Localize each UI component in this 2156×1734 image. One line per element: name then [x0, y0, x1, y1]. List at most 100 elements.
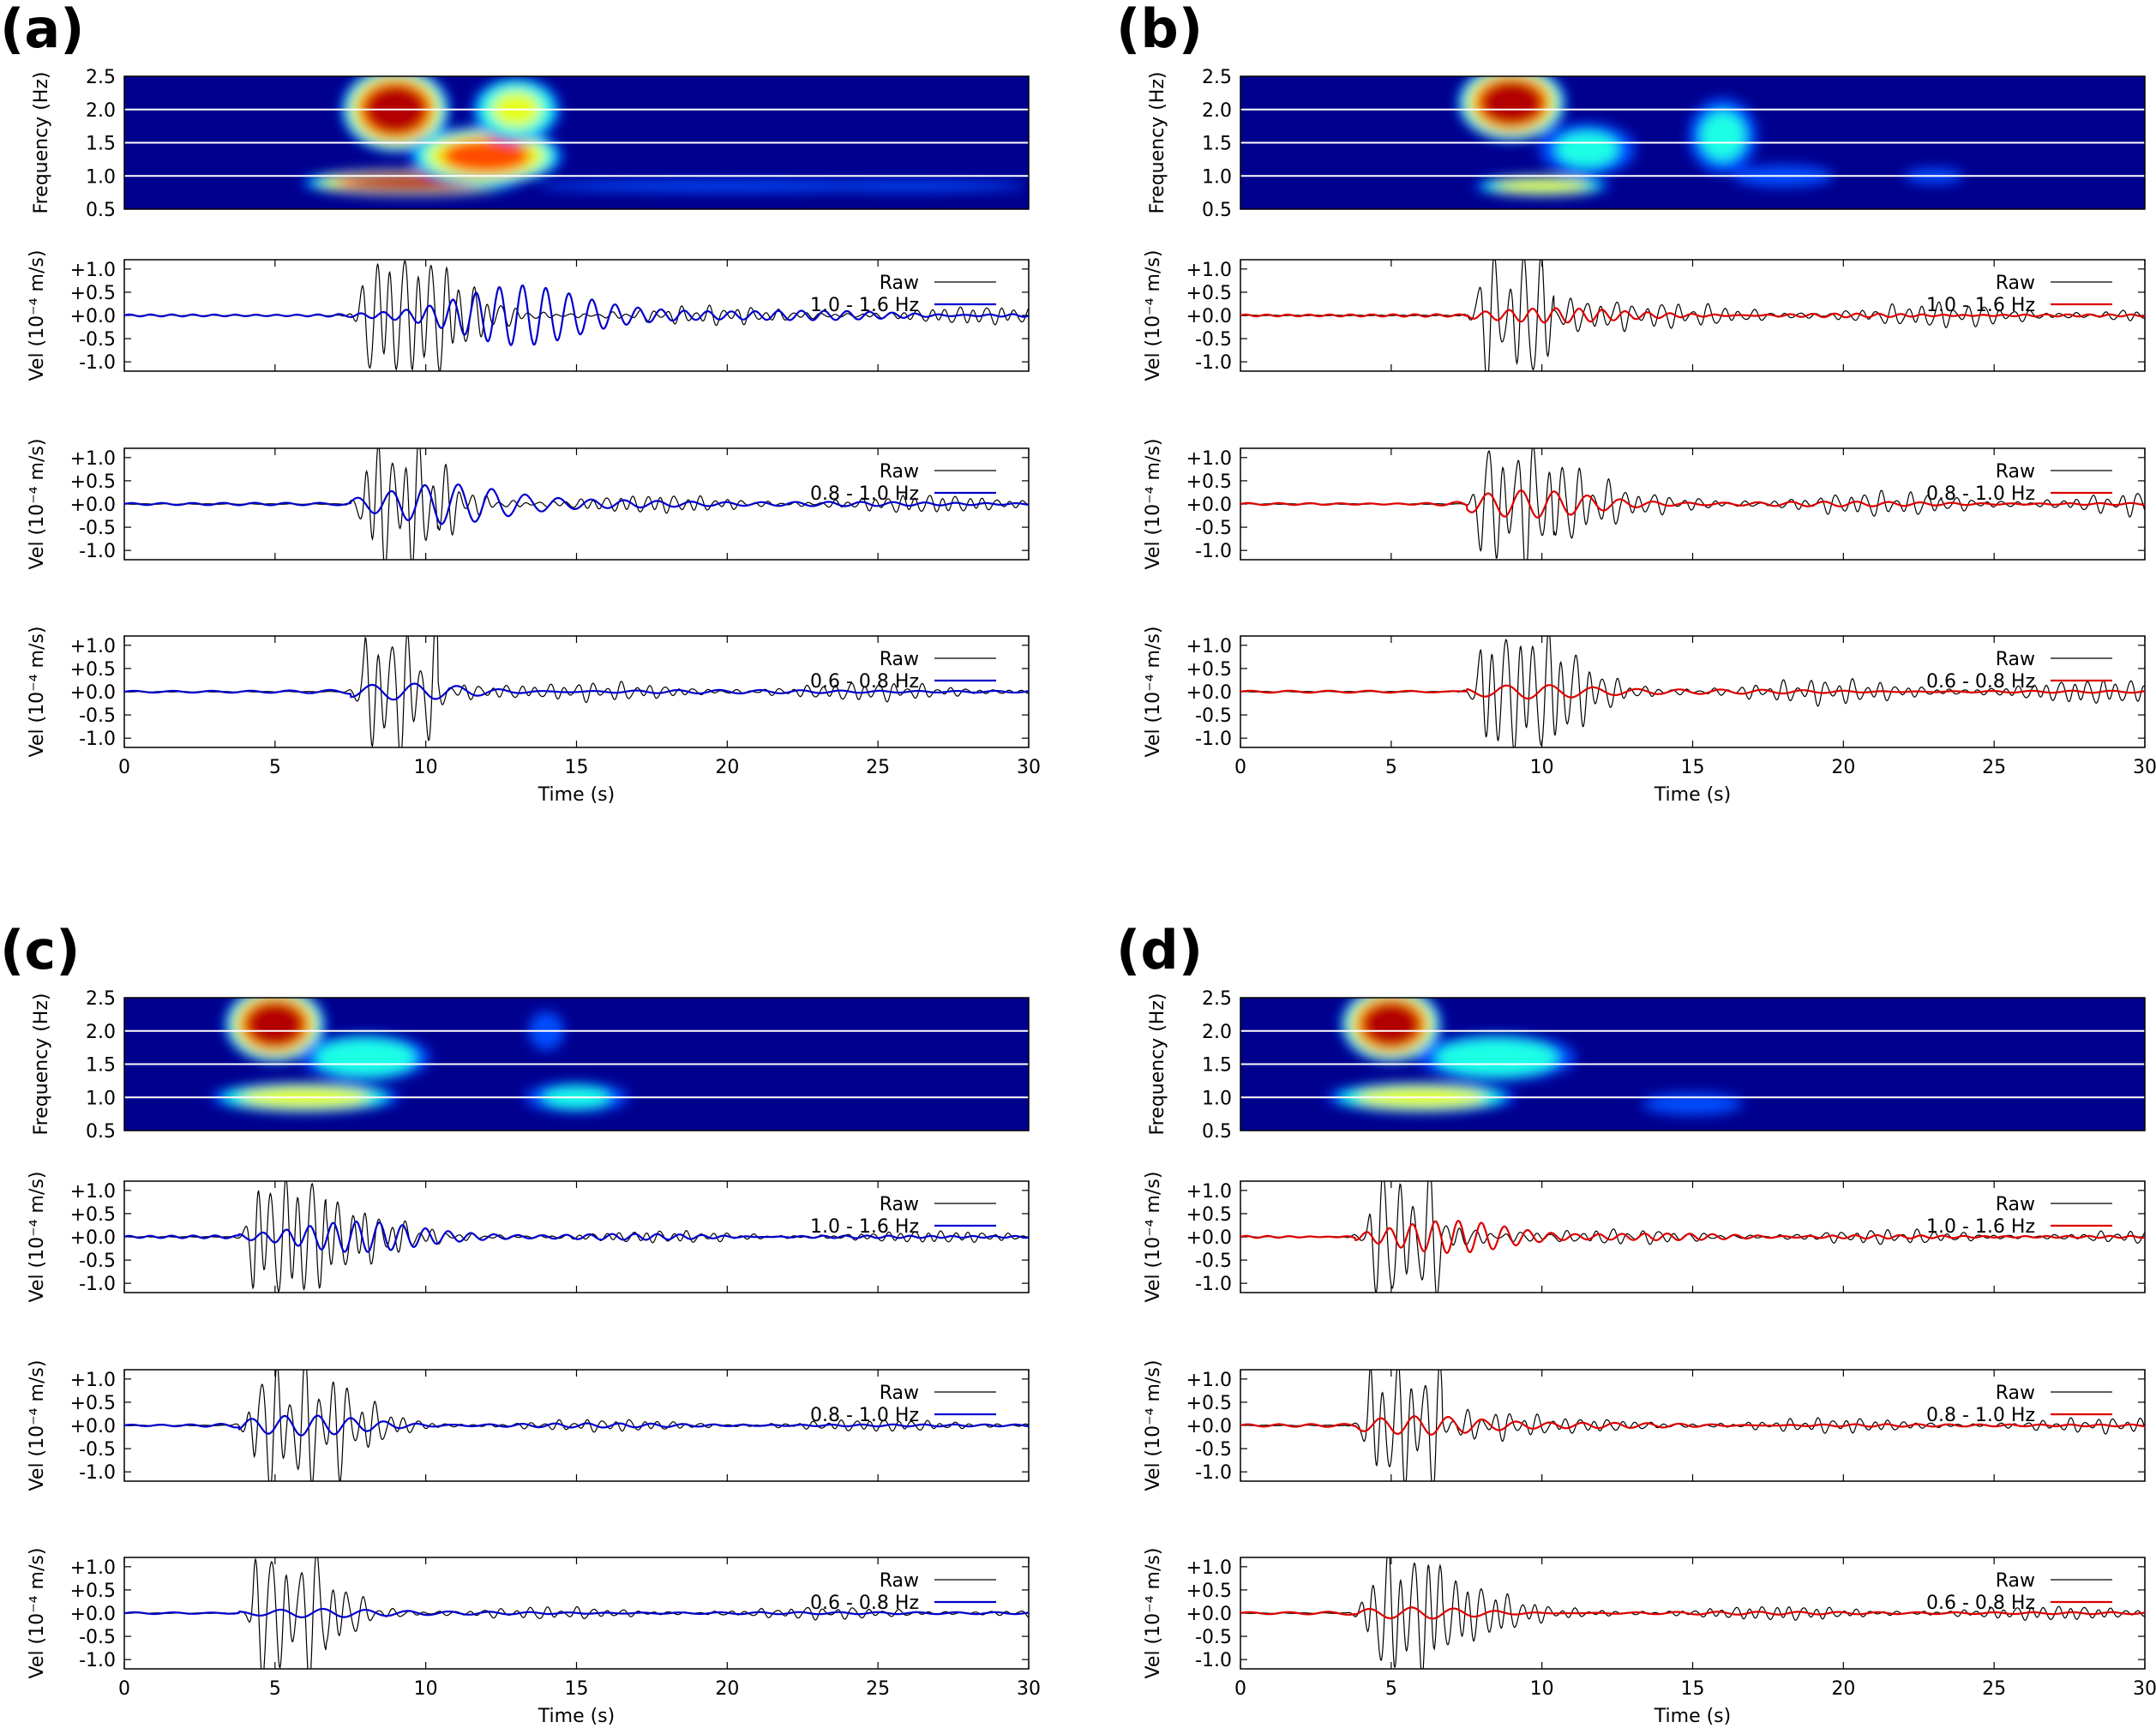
- legend-label-raw: Raw: [880, 649, 919, 670]
- xtick-label: 10: [1530, 1678, 1554, 1700]
- spectrogram-ytick: 1.5: [86, 1055, 116, 1077]
- spectrogram-ytick: 2.5: [1202, 67, 1232, 88]
- trace-ylabel: Vel (10⁻⁴ m/s): [1143, 1172, 1164, 1303]
- spectrogram-ylabel: Frequency (Hz): [31, 993, 52, 1136]
- trace-ytick-label: +0.0: [70, 682, 116, 704]
- trace-ytick-label: +0.5: [70, 659, 116, 681]
- legend-label-filtered: 0.6 - 0.8 Hz: [810, 1593, 919, 1614]
- trace-ytick-label: +1.0: [70, 260, 116, 281]
- trace-ytick-label: -1.0: [1195, 352, 1232, 374]
- xtick-label: 20: [715, 757, 739, 778]
- trace-ytick-label: +1.0: [70, 448, 116, 470]
- spectrogram-ytick: 2.0: [1202, 1022, 1232, 1043]
- trace-ytick-label: -1.0: [1195, 541, 1232, 562]
- x-axis-label: Time (s): [537, 784, 615, 806]
- spectrogram-ytick: 2.5: [86, 988, 116, 1010]
- filtered-trace-line: [1240, 684, 2145, 700]
- trace-ytick-label: +0.0: [1186, 1604, 1232, 1625]
- xtick-label: 15: [1681, 1678, 1705, 1700]
- trace-ytick-label: -0.5: [1195, 1439, 1232, 1461]
- legend-label-filtered: 0.6 - 0.8 Hz: [810, 671, 919, 693]
- spectrogram-ytick: 1.0: [86, 1088, 116, 1109]
- trace-ytick-label: +1.0: [1186, 1557, 1232, 1579]
- trace-ytick-label: +1.0: [1186, 448, 1232, 470]
- trace-ytick-label: +0.0: [70, 306, 116, 327]
- spectrogram-ytick: 1.5: [1202, 134, 1232, 155]
- trace-ylabel: Vel (10⁻⁴ m/s): [1143, 1360, 1164, 1491]
- xtick-label: 25: [1982, 1678, 2006, 1700]
- legend-label-raw: Raw: [880, 1194, 919, 1215]
- trace-ylabel: Vel (10⁻⁴ m/s): [27, 1548, 48, 1679]
- trace-ytick-label: +0.0: [70, 495, 116, 516]
- spectrogram-ylabel: Frequency (Hz): [31, 72, 52, 214]
- spectrogram-ylabel: Frequency (Hz): [1147, 993, 1168, 1136]
- xtick-label: 15: [1681, 757, 1705, 778]
- spectrogram-frame: [123, 75, 1030, 210]
- trace-ytick-label: +0.5: [70, 471, 116, 493]
- raw-trace-line: [124, 1370, 1029, 1481]
- trace-ytick-label: -0.5: [79, 518, 116, 539]
- trace-ytick-label: -1.0: [79, 1462, 116, 1484]
- spectrogram-ytick: 1.5: [1202, 1055, 1232, 1077]
- xtick-label: 0: [1234, 1678, 1246, 1700]
- xtick-label: 5: [269, 1678, 281, 1700]
- xtick-label: 30: [1017, 757, 1041, 778]
- xtick-label: 0: [118, 757, 130, 778]
- panel-label: (b): [1116, 0, 1203, 60]
- filtered-trace-line: [1240, 307, 2145, 324]
- trace-ytick-label: -0.5: [1195, 705, 1232, 727]
- xtick-label: 0: [118, 1678, 130, 1700]
- trace-ytick-label: +0.0: [1186, 306, 1232, 327]
- spectrogram-ytick: 0.5: [1202, 200, 1232, 221]
- legend-label-raw: Raw: [1996, 1570, 2035, 1592]
- xtick-label: 15: [565, 757, 589, 778]
- spectrogram-energy: [210, 998, 628, 1113]
- trace-ytick-label: -1.0: [79, 1650, 116, 1671]
- xtick-label: 30: [2133, 1678, 2156, 1700]
- trace-ytick-label: -1.0: [1195, 729, 1232, 750]
- trace-ytick-label: +0.5: [70, 1393, 116, 1414]
- filtered-trace-line: [124, 1220, 1029, 1253]
- raw-trace-line: [124, 1557, 1029, 1669]
- spectrogram-frame: [1240, 997, 2146, 1131]
- trace-ytick-label: +0.5: [1186, 1204, 1232, 1226]
- spectrogram-blob: [1481, 81, 1542, 124]
- legend-label-filtered: 0.8 - 1.0 Hz: [1926, 1405, 2035, 1426]
- spectrogram-blob: [790, 180, 1026, 191]
- spectrogram-blob: [1700, 111, 1745, 161]
- trace-ytick-label: -1.0: [79, 541, 116, 562]
- spectrogram-ytick: 2.0: [86, 1022, 116, 1043]
- trace-ytick-label: +0.0: [70, 1604, 116, 1625]
- legend-label-filtered: 0.8 - 1.0 Hz: [1926, 483, 2035, 505]
- trace-ytick-label: -0.5: [1195, 1627, 1232, 1648]
- legend-label-filtered: 1.0 - 1.6 Hz: [1926, 1216, 2035, 1238]
- spectrogram-energy: [1456, 76, 1964, 196]
- spectrogram-ytick: 1.5: [86, 134, 116, 155]
- panel-label: (d): [1116, 919, 1203, 981]
- trace-ylabel: Vel (10⁻⁴ m/s): [27, 627, 48, 758]
- trace-ytick-label: +1.0: [1186, 636, 1232, 657]
- xtick-label: 10: [414, 757, 438, 778]
- xtick-label: 5: [1385, 1678, 1397, 1700]
- trace-ytick-label: -1.0: [1195, 1462, 1232, 1484]
- trace-ylabel: Vel (10⁻⁴ m/s): [1143, 627, 1164, 758]
- spectrogram-blob: [1643, 1093, 1743, 1115]
- filtered-trace-line: [124, 285, 1029, 346]
- trace-ytick-label: -1.0: [79, 1274, 116, 1295]
- spectrogram-blob: [315, 1039, 416, 1077]
- trace-ylabel: Vel (10⁻⁴ m/s): [27, 1360, 48, 1491]
- trace-ytick-label: +0.0: [1186, 682, 1232, 704]
- spectrogram: 0.5 1.0 1.5 2.0 2.5 Frequency (Hz): [31, 67, 1030, 221]
- trace-ytick-label: +0.0: [70, 1416, 116, 1437]
- trace-ytick-label: -0.5: [1195, 518, 1232, 539]
- filtered-trace-line: [1240, 489, 2145, 519]
